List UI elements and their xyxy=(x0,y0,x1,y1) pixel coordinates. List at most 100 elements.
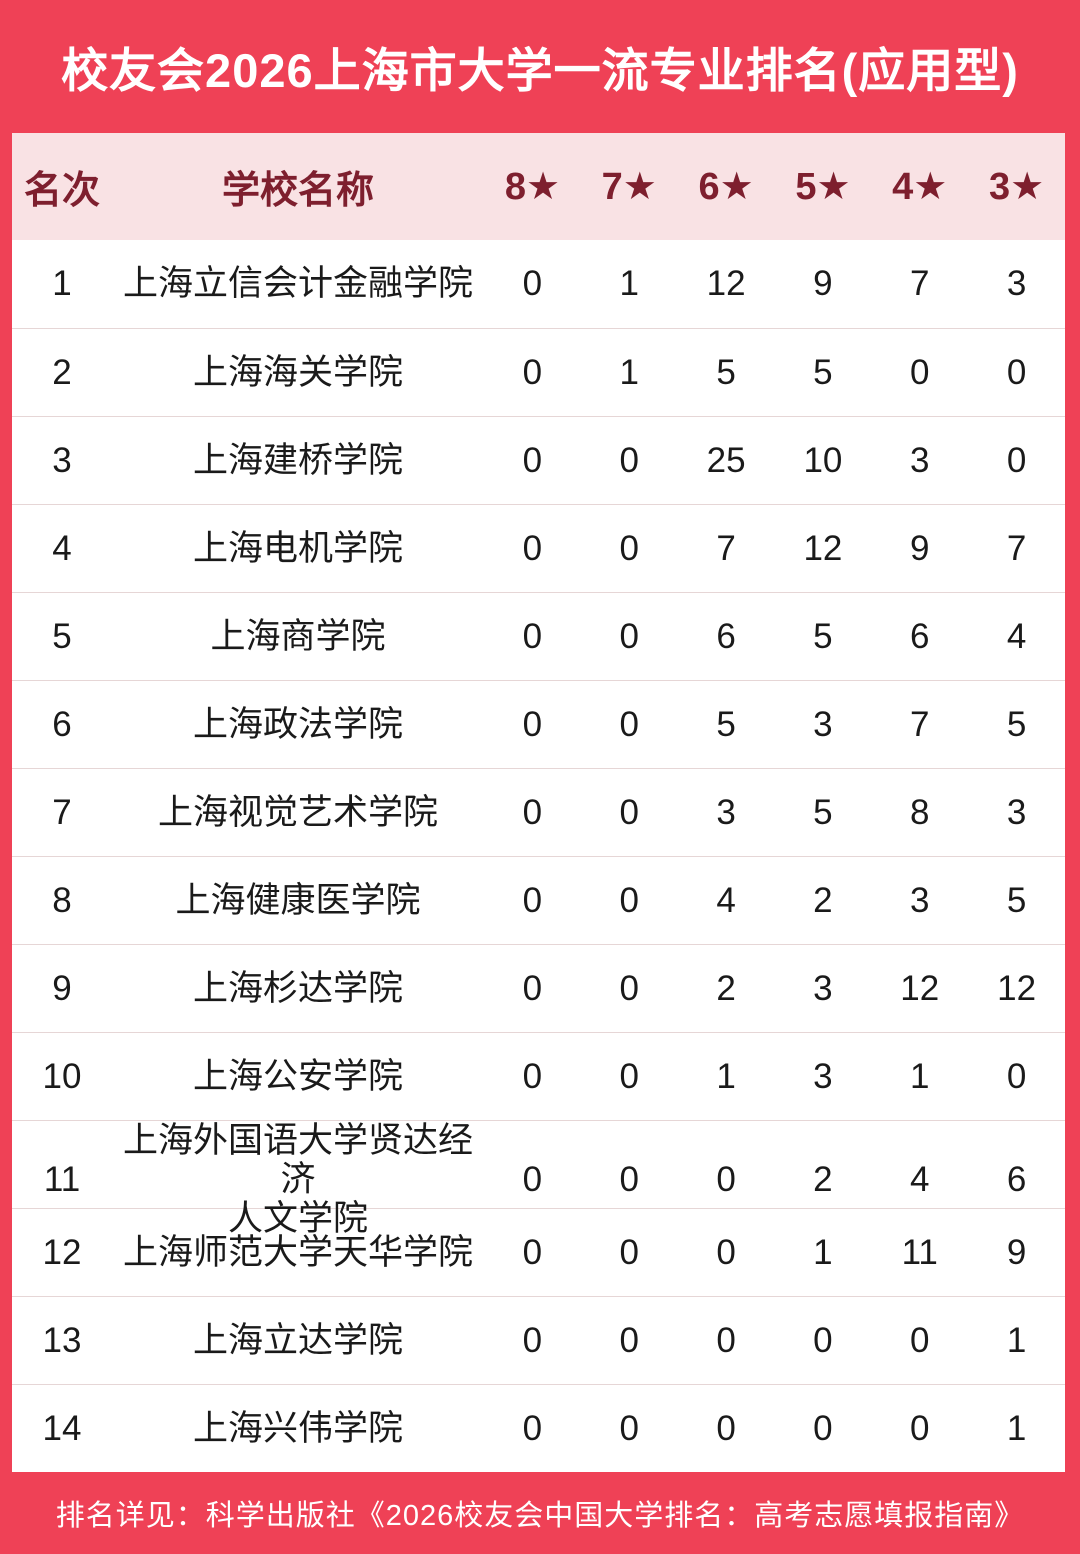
star-count-cell-6: 0 xyxy=(716,1232,736,1272)
star-count-cell-6: 2 xyxy=(716,968,736,1008)
star-count-cell-8: 0 xyxy=(522,264,543,303)
column-header-8-star: 8★ xyxy=(504,166,561,208)
star-count-cell-4: 1 xyxy=(910,1056,930,1096)
star-count-cell-3: 6 xyxy=(1006,1159,1027,1199)
star-count-cell-8: 0 xyxy=(522,616,543,656)
star-count-cell-6: 0 xyxy=(716,1408,736,1448)
star-count-cell-6: 5 xyxy=(716,704,736,744)
rank-cell: 4 xyxy=(52,528,72,568)
title-band: 校友会2026上海市大学一流专业排名(应用型) xyxy=(0,0,1080,133)
school-name-cell: 上海外国语大学贤达经济 人文学院 xyxy=(122,1121,473,1239)
star-count-cell-3: 3 xyxy=(1006,264,1027,303)
star-count-cell-8: 0 xyxy=(522,528,543,568)
table-row: 11 上海外国语大学贤达经济 人文学院 0 0 0 2 4 6 xyxy=(12,1120,1065,1238)
star-count-cell-8: 0 xyxy=(522,792,543,832)
star-count-cell-8: 0 xyxy=(522,1159,543,1199)
star-count-cell-8: 0 xyxy=(522,440,543,480)
table-row: 3 上海建桥学院 0 0 25 10 3 0 xyxy=(12,416,1065,504)
rank-cell: 7 xyxy=(52,792,72,832)
star-count-cell-3: 5 xyxy=(1006,880,1027,920)
school-name-cell: 上海电机学院 xyxy=(192,528,403,568)
star-count-cell-5: 12 xyxy=(803,528,843,568)
star-count-cell-6: 4 xyxy=(716,880,736,920)
school-name-cell: 上海师范大学天华学院 xyxy=(122,1232,473,1272)
star-count-cell-7: 0 xyxy=(619,704,639,744)
star-count-cell-3: 1 xyxy=(1006,1320,1027,1360)
star-count-cell-5: 10 xyxy=(803,440,843,480)
star-count-cell-5: 2 xyxy=(813,1159,833,1199)
star-count-cell-7: 0 xyxy=(619,1159,639,1199)
star-count-cell-4: 9 xyxy=(910,528,930,568)
rank-cell: 10 xyxy=(42,1056,82,1096)
star-count-cell-8: 0 xyxy=(522,1056,543,1096)
rank-cell: 3 xyxy=(52,440,72,480)
star-count-cell-8: 0 xyxy=(522,704,543,744)
rank-cell: 8 xyxy=(52,880,72,920)
table-row: 7 上海视觉艺术学院 0 0 3 5 8 3 xyxy=(12,768,1065,856)
star-count-cell-3: 0 xyxy=(1006,440,1027,480)
column-header-5-star: 5★ xyxy=(795,166,851,208)
star-count-cell-8: 0 xyxy=(522,1232,543,1272)
star-count-cell-6: 6 xyxy=(716,616,736,656)
star-count-cell-6: 7 xyxy=(716,528,736,568)
star-count-cell-3: 7 xyxy=(1006,528,1027,568)
star-count-cell-8: 0 xyxy=(522,880,543,920)
school-name-cell: 上海公安学院 xyxy=(192,1056,403,1096)
star-count-cell-7: 0 xyxy=(619,440,639,480)
star-count-cell-6: 1 xyxy=(716,1056,736,1096)
star-count-cell-7: 0 xyxy=(619,1056,639,1096)
star-count-cell-8: 0 xyxy=(522,352,543,392)
school-name-cell: 上海兴伟学院 xyxy=(192,1408,403,1448)
column-header-4-star: 4★ xyxy=(892,166,948,208)
footer-source-note: 排名详见：科学出版社《2026校友会中国大学排名：高考志愿填报指南》 xyxy=(55,1500,1025,1532)
rank-cell: 12 xyxy=(42,1232,82,1272)
star-count-cell-5: 3 xyxy=(813,1056,833,1096)
rank-cell: 6 xyxy=(52,704,72,744)
table-row: 4 上海电机学院 0 0 7 12 9 7 xyxy=(12,504,1065,592)
rank-cell: 1 xyxy=(52,264,72,303)
star-count-cell-3: 5 xyxy=(1006,704,1027,744)
star-count-cell-4: 7 xyxy=(910,704,930,744)
star-count-cell-7: 1 xyxy=(619,264,639,303)
rank-cell: 11 xyxy=(43,1159,81,1199)
star-count-cell-8: 0 xyxy=(522,1320,543,1360)
star-count-cell-6: 0 xyxy=(716,1320,736,1360)
rank-cell: 14 xyxy=(42,1408,82,1448)
column-header-7-star: 7★ xyxy=(601,166,657,208)
ranking-table: 名次 学校名称 8★ 7★ 6★ 5★ 4★ 3★ 1 上海立信会计金融学院 0… xyxy=(12,133,1065,1472)
school-name-cell: 上海立信会计金融学院 xyxy=(122,264,473,304)
star-count-cell-4: 8 xyxy=(910,792,930,832)
star-count-cell-3: 1 xyxy=(1006,1408,1027,1448)
table-row: 12 上海师范大学天华学院 0 0 0 1 11 9 xyxy=(12,1208,1065,1296)
table-row: 14 上海兴伟学院 0 0 0 0 0 1 xyxy=(12,1384,1065,1472)
school-name-cell: 上海立达学院 xyxy=(192,1320,403,1360)
star-count-cell-7: 0 xyxy=(619,1232,639,1272)
school-name-cell: 上海杉达学院 xyxy=(192,968,403,1008)
star-count-cell-5: 1 xyxy=(813,1232,833,1272)
star-count-cell-4: 0 xyxy=(910,352,930,392)
star-count-cell-4: 4 xyxy=(910,1159,930,1199)
rank-cell: 5 xyxy=(52,616,72,656)
star-count-cell-3: 4 xyxy=(1006,616,1027,656)
star-count-cell-4: 0 xyxy=(910,1408,930,1448)
footer-band: 排名详见：科学出版社《2026校友会中国大学排名：高考志愿填报指南》 xyxy=(0,1472,1080,1554)
star-count-cell-7: 0 xyxy=(619,1408,639,1448)
star-count-cell-4: 12 xyxy=(900,968,940,1008)
table-row: 1 上海立信会计金融学院 0 1 12 9 7 3 xyxy=(12,240,1065,328)
star-count-cell-6: 3 xyxy=(716,792,736,832)
rank-cell: 2 xyxy=(52,352,72,392)
star-count-cell-5: 9 xyxy=(813,264,833,303)
star-count-cell-5: 5 xyxy=(813,616,833,656)
star-count-cell-5: 0 xyxy=(813,1408,833,1448)
page-title: 校友会2026上海市大学一流专业排名(应用型) xyxy=(61,44,1019,97)
star-count-cell-6: 5 xyxy=(716,352,736,392)
school-name-cell: 上海建桥学院 xyxy=(192,440,403,480)
table-row: 8 上海健康医学院 0 0 4 2 3 5 xyxy=(12,856,1065,944)
star-count-cell-6: 12 xyxy=(706,264,746,303)
star-count-cell-4: 11 xyxy=(901,1232,938,1272)
star-count-cell-5: 5 xyxy=(813,792,833,832)
star-count-cell-3: 3 xyxy=(1006,792,1027,832)
star-count-cell-3: 0 xyxy=(1006,352,1027,392)
star-count-cell-7: 0 xyxy=(619,1320,639,1360)
